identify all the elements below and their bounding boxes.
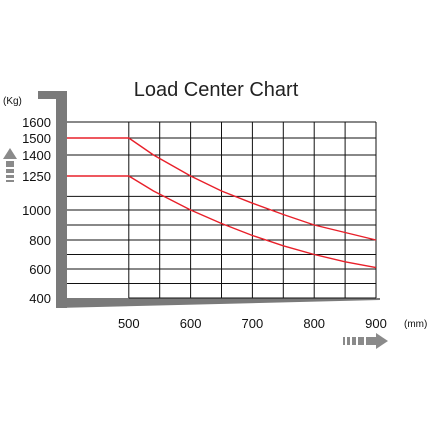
horizontal-axis-bar xyxy=(56,298,380,308)
y-tick-label: 1600 xyxy=(22,115,51,130)
up-arrow-icon xyxy=(3,148,17,182)
vertical-axis-bar xyxy=(38,91,67,99)
y-tick-label: 1400 xyxy=(22,148,51,163)
x-axis-unit: (mm) xyxy=(404,319,427,330)
series-line-1 xyxy=(67,137,377,241)
vertical-axis-bar-stem xyxy=(56,91,67,308)
x-tick-label: 700 xyxy=(242,316,264,331)
y-tick-label: 800 xyxy=(29,233,51,248)
x-tick-label: 800 xyxy=(303,316,325,331)
right-arrow-icon xyxy=(343,333,388,349)
x-tick-labels: 500 600 700 800 900 xyxy=(118,316,387,331)
chart-title: Load Center Chart xyxy=(134,79,299,101)
y-axis-unit: (Kg) xyxy=(3,96,22,107)
x-tick-label: 900 xyxy=(365,316,387,331)
y-tick-label: 400 xyxy=(29,291,51,306)
series-line-2 xyxy=(67,175,377,269)
x-tick-label: 500 xyxy=(118,316,140,331)
chart-grid xyxy=(67,121,377,299)
y-tick-label: 1250 xyxy=(22,169,51,184)
y-tick-label: 1000 xyxy=(22,203,51,218)
y-tick-label: 1500 xyxy=(22,131,51,146)
y-tick-label: 600 xyxy=(29,262,51,277)
x-tick-label: 600 xyxy=(180,316,202,331)
chart-series xyxy=(67,137,377,269)
